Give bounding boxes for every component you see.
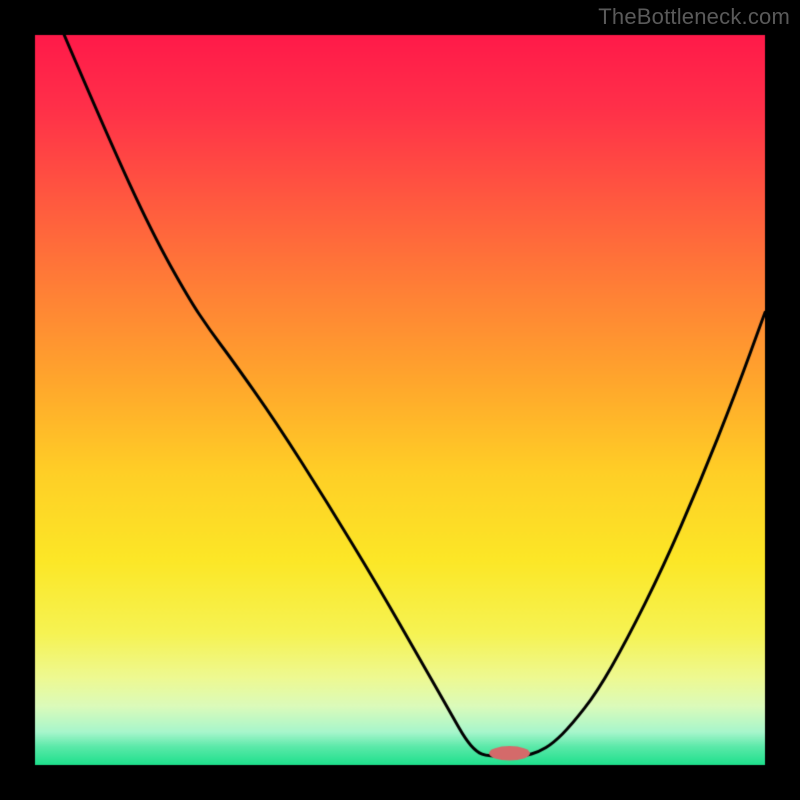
bottleneck-chart: [0, 0, 800, 800]
chart-container: TheBottleneck.com: [0, 0, 800, 800]
